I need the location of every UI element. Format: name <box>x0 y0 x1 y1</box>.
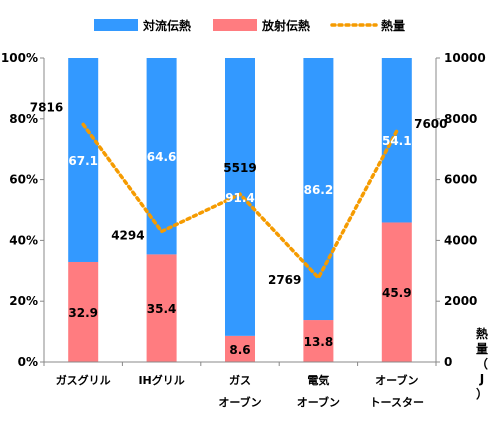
legend-label-convection: 対流伝熱 <box>142 18 191 33</box>
radiation-value-label: 32.9 <box>68 306 98 320</box>
bar-radiation <box>68 261 99 362</box>
legend-swatch-convection <box>94 19 138 31</box>
bar-convection <box>146 58 177 255</box>
x-tick-label: ガスグリル <box>56 373 111 387</box>
x-tick-label: オーブン <box>297 395 340 409</box>
x-tick-label: オーブン <box>375 373 418 387</box>
y-left-tick-label: 100% <box>1 51 38 65</box>
y-right-axis-label: （ <box>476 356 488 371</box>
y-right-tick-label: 0 <box>444 355 452 369</box>
heat-value-label: 2769 <box>268 273 301 287</box>
heat-value-label: 5519 <box>223 161 256 175</box>
x-tick-label: オーブン <box>218 395 261 409</box>
radiation-value-label: 35.4 <box>147 302 177 316</box>
y-left-tick-label: 80% <box>9 112 38 126</box>
x-tick-label: IHグリル <box>138 373 184 387</box>
y-left-tick-label: 0% <box>18 355 38 369</box>
x-tick-label: 電気 <box>307 373 329 387</box>
legend-label-heat: 熱量 <box>381 18 405 33</box>
bar-convection <box>68 58 99 262</box>
y-left-tick-label: 60% <box>9 173 38 187</box>
convection-value-label: 86.2 <box>304 183 334 197</box>
convection-value-label: 67.1 <box>68 154 98 168</box>
x-tick-label: トースター <box>370 396 424 409</box>
y-left-tick-label: 20% <box>9 294 38 308</box>
axes: 0% 20% 40% 60% 80% 100% 0 2000 4000 6000 8000 10000… <box>1 51 488 409</box>
heat-line <box>81 122 399 281</box>
y-right-axis-label: ） <box>476 386 488 401</box>
y-right-axis-label: 熱 <box>476 326 488 341</box>
bar-radiation <box>225 335 255 362</box>
radiation-value-label: 8.6 <box>229 343 250 357</box>
radiation-value-label: 13.8 <box>304 335 334 349</box>
radiation-value-label: 45.9 <box>382 286 412 300</box>
convection-value-label: 54.1 <box>382 134 412 148</box>
convection-value-label: 91.4 <box>225 191 255 205</box>
bar-radiation <box>381 222 412 362</box>
y-left-tick-label: 40% <box>9 233 38 247</box>
y-right-tick-label: 10000 <box>444 51 486 65</box>
y-right-axis-label: J <box>479 372 484 386</box>
data-labels: 7816 4294 5519 2769 7600 67.1 32.9 64.6 35.4 91.4… <box>30 100 448 357</box>
x-tick-label: ガス <box>229 373 251 387</box>
heat-value-label: 4294 <box>111 228 144 242</box>
heat-line-path <box>81 122 399 281</box>
bar-radiation <box>303 320 334 362</box>
legend-swatch-radiation <box>213 19 257 31</box>
legend: 対流伝熱 放射伝熱 熱量 <box>94 18 405 33</box>
y-right-tick-label: 6000 <box>444 173 477 187</box>
heat-value-label: 7600 <box>414 117 447 131</box>
bar-radiation <box>146 254 177 362</box>
y-right-tick-label: 8000 <box>444 112 477 126</box>
y-right-tick-label: 4000 <box>444 233 477 247</box>
bar-convection <box>225 58 255 336</box>
heat-value-label: 7816 <box>30 100 63 114</box>
y-right-tick-label: 2000 <box>444 294 477 308</box>
legend-label-radiation: 放射伝熱 <box>261 18 310 33</box>
convection-value-label: 64.6 <box>147 150 177 164</box>
bars <box>68 58 412 362</box>
y-right-axis-label: 量 <box>476 342 488 356</box>
bar-convection <box>381 58 412 223</box>
